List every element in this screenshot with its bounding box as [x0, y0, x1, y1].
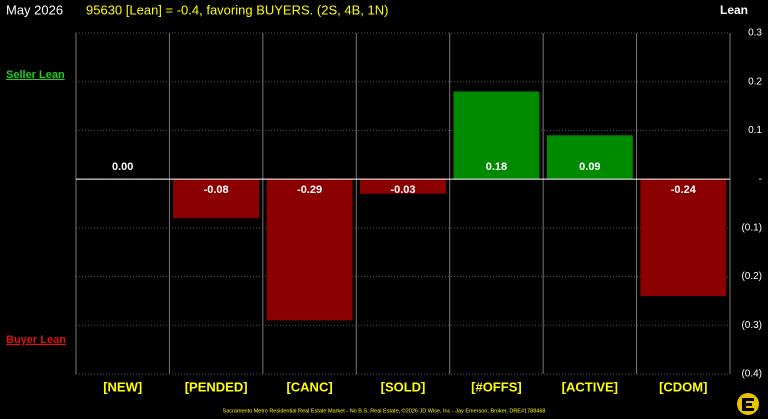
- bar: [266, 179, 353, 321]
- value-label: 0.00: [112, 161, 133, 173]
- seller-lean-label: Seller Lean: [6, 69, 65, 81]
- logo: [737, 393, 759, 415]
- bar: [173, 179, 260, 219]
- y-tick-label: 0.3: [748, 28, 762, 39]
- buyer-lean-label: Buyer Lean: [6, 334, 66, 346]
- y-tick-label: -: [759, 174, 762, 185]
- x-tick-label: [#OFFS]: [471, 379, 522, 394]
- y-tick-label: (0.3): [741, 320, 762, 331]
- value-label: -0.24: [671, 184, 697, 196]
- chart-title: 95630 [Lean] = -0.4, favoring BUYERS. (2…: [86, 2, 388, 17]
- x-tick-label: [CDOM]: [659, 379, 707, 394]
- y-tick-label: (0.4): [741, 369, 762, 380]
- y-tick-label: (0.2): [741, 271, 762, 282]
- bar: [546, 135, 633, 180]
- footer: Sacramento Metro Residential Real Estate…: [223, 407, 546, 414]
- y-axis-label: Lean: [720, 3, 748, 17]
- value-label: 0.18: [486, 161, 507, 173]
- x-tick-label: [SOLD]: [381, 379, 426, 394]
- x-tick-label: [CANC]: [286, 379, 332, 394]
- value-label: -0.29: [297, 184, 322, 196]
- period: May 2026: [6, 2, 63, 17]
- value-label: -0.03: [390, 184, 415, 196]
- y-tick-label: 0.2: [748, 76, 762, 87]
- bar: [640, 179, 727, 297]
- x-tick-label: [NEW]: [103, 379, 142, 394]
- x-tick-label: [ACTIVE]: [562, 379, 618, 394]
- value-label: 0.09: [579, 161, 600, 173]
- x-tick-label: [PENDED]: [185, 379, 248, 394]
- bar: [360, 179, 446, 194]
- y-tick-label: 0.1: [748, 125, 762, 136]
- bar: [453, 91, 540, 180]
- value-label: -0.08: [204, 184, 229, 196]
- y-tick-label: (0.1): [741, 222, 762, 233]
